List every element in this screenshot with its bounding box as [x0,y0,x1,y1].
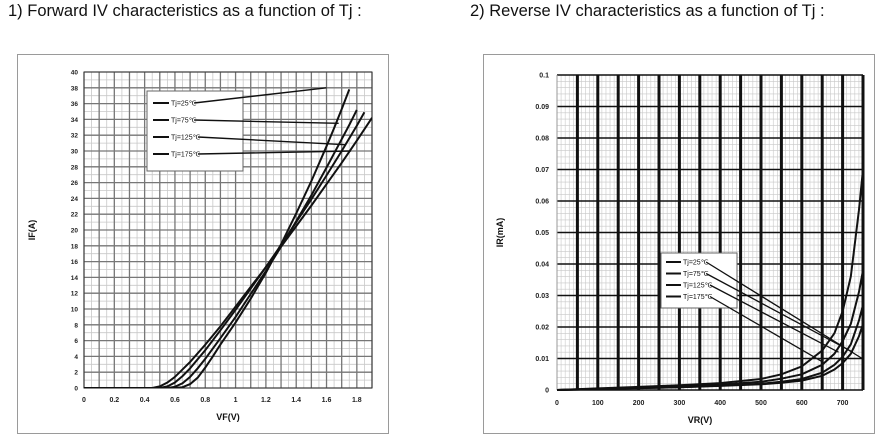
x-tick-label: 0.8 [200,397,210,404]
y-tick-label: 38 [71,85,79,92]
legend-label: Tj=175℃ [171,152,201,159]
y-tick-label: 40 [71,70,79,77]
legend-leader [705,261,863,360]
y-tick-label: 0.08 [535,136,549,143]
y-tick-label: 22 [71,212,79,219]
y-tick-label: 12 [71,291,79,298]
reverse-iv-chart: 0 0.01 0.02 0.03 0.04 0.05 0.06 0.07 0.08 0.09 0.1… [483,54,875,434]
x-tick-label: 1.4 [291,397,301,404]
legend-label: Tj=25℃ [171,101,197,108]
y-tick-label: 36 [71,101,79,108]
y-tick-label: 6 [74,338,78,345]
x-tick-label: 0 [82,397,86,404]
legend-leader [194,119,339,125]
y-tick-label: 8 [74,322,78,329]
y-tick-label: 0.09 [535,104,549,111]
x-tick-label: 500 [755,400,767,407]
legend-box [146,90,244,172]
y-tick-label: 0 [74,386,78,393]
x-tick-label: 400 [714,400,726,407]
series-line-2 [84,111,366,388]
y-tick-label: 0.04 [535,262,549,269]
x-tick-label: 200 [633,400,645,407]
x-tick-label: 600 [796,400,808,407]
x-tick-label: 300 [674,400,686,407]
legend-label: Tj=125℃ [683,283,713,290]
x-tick-label: 1.8 [352,397,362,404]
y-tick-label: 0.02 [535,325,549,332]
legend-leader [709,284,839,353]
x-tick-label: 700 [837,400,849,407]
series-line-3 [557,169,864,391]
y-tick-label: 4 [74,354,78,361]
series-line-1 [84,109,358,388]
y-axis-title: IF(A) [27,220,37,241]
x-tick-label: 0.4 [140,397,150,404]
legend-leader [709,295,823,363]
y-tick-label: 14 [71,275,79,282]
legend-leader [197,150,351,155]
y-tick-label: 26 [71,180,79,187]
y-tick-label: 0.1 [539,73,549,80]
x-tick-label: 1.2 [261,397,271,404]
series-line-3 [84,117,372,388]
y-tick-label: 0.03 [535,293,549,300]
y-tick-label: 20 [71,228,79,235]
y-axis-title: IR(mA) [495,218,505,248]
y-tick-label: 28 [71,164,79,171]
x-axis-title: VF(V) [216,412,240,422]
reverse-iv-heading: 2) Reverse IV characteristics as a funct… [470,2,825,20]
x-tick-label: 0.2 [109,397,119,404]
y-tick-label: 0.05 [535,230,549,237]
y-tick-label: 16 [71,259,79,266]
legend-leader [194,87,327,104]
legend-leader [197,136,345,146]
x-tick-label: 100 [592,400,604,407]
x-tick-label: 0.6 [170,397,180,404]
x-axis-title: VR(V) [688,415,713,425]
y-tick-label: 18 [71,243,79,250]
legend-label: Tj=75℃ [683,271,709,278]
legend-label: Tj=25℃ [683,260,709,267]
y-tick-label: 10 [71,307,79,314]
y-tick-label: 34 [71,117,79,124]
legend-label: Tj=75℃ [171,118,197,125]
y-tick-label: 0 [545,388,549,395]
y-tick-label: 0.06 [535,199,549,206]
y-tick-label: 30 [71,149,79,156]
x-tick-label: 1 [234,397,238,404]
legend-leader [705,272,854,353]
legend-label: Tj=125℃ [171,135,201,142]
x-tick-label: 0 [555,400,559,407]
x-tick-label: 1.6 [322,397,332,404]
plot-border [83,71,373,389]
forward-iv-heading: 1) Forward IV characteristics as a funct… [8,2,362,20]
y-tick-label: 24 [71,196,79,203]
y-tick-label: 32 [71,133,79,140]
y-tick-label: 0.01 [535,356,549,363]
y-tick-label: 0.07 [535,167,549,174]
y-tick-label: 2 [74,370,78,377]
legend-label: Tj=175℃ [683,294,713,301]
